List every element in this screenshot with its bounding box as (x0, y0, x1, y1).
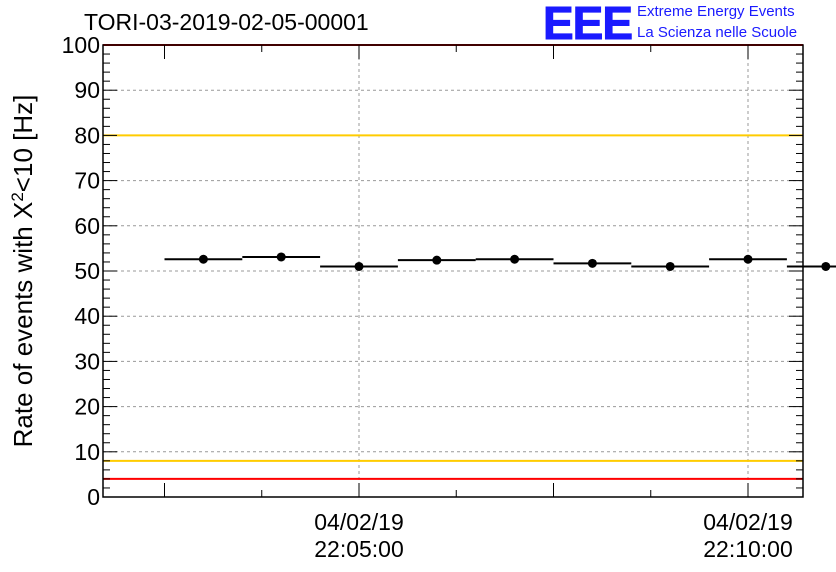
y-tick-label: 80 (74, 122, 100, 148)
logo-line-2: La Scienza nelle Scuole (637, 24, 798, 41)
data-point (432, 255, 442, 265)
chart-title: TORI-03-2019-02-05-00001 (84, 9, 369, 35)
y-axis-label: Rate of events with X2<10 [Hz] (8, 95, 39, 448)
y-tick-label: 70 (74, 168, 100, 194)
y-axis-label-main: Rate of events with X (8, 202, 38, 448)
y-tick-label: 0 (87, 484, 100, 510)
y-tick-label: 100 (62, 32, 100, 58)
x-tick-label-date: 04/02/19 (314, 509, 404, 535)
data-point (743, 254, 753, 264)
x-tick-label-time: 22:05:00 (314, 536, 404, 562)
logo-line-1: Extreme Energy Events (637, 3, 795, 20)
data-point (276, 252, 286, 262)
y-tick-label: 10 (74, 439, 100, 465)
y-tick-label: 90 (74, 77, 100, 103)
data-point (354, 261, 364, 271)
data-point (665, 261, 675, 271)
y-tick-label: 20 (74, 394, 100, 420)
x-tick-label-date: 04/02/19 (703, 509, 793, 535)
data-point (587, 258, 597, 268)
data-point (198, 254, 208, 264)
y-axis-label-sup: 2 (8, 192, 27, 201)
y-tick-label: 40 (74, 303, 100, 329)
x-tick-label-time: 22:10:00 (703, 536, 793, 562)
y-axis-label-tail: <10 [Hz] (8, 95, 38, 193)
data-point (821, 261, 831, 271)
y-tick-label: 30 (74, 348, 100, 374)
data-point (510, 254, 520, 264)
eee-logo: EEE (542, 0, 633, 49)
y-tick-label: 50 (74, 258, 100, 284)
y-tick-label: 60 (74, 213, 100, 239)
